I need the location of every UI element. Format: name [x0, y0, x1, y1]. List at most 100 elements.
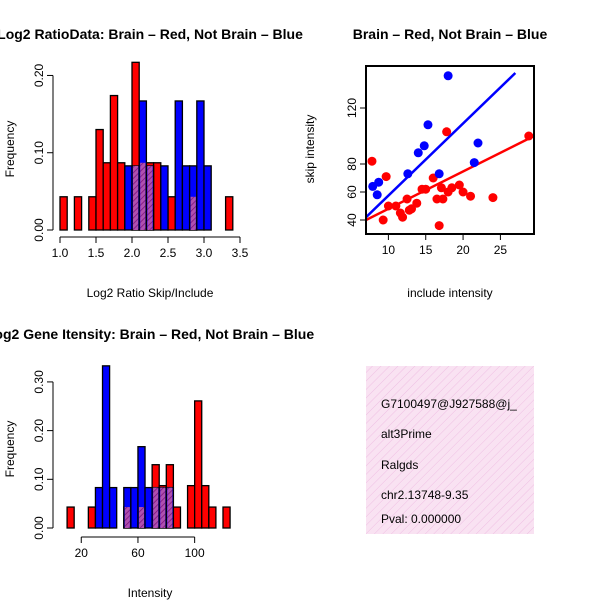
brain-bar: [186, 484, 196, 529]
brain-bar: [152, 162, 162, 231]
not-brain-point: [413, 148, 423, 158]
x-tick-label: 3.0: [196, 246, 213, 260]
scatter-title: Brain – Red, Not Brain – Blue: [353, 26, 548, 42]
intensity-histogram-axes: 20 60 100 0.00 0.10 0.20 0.30: [32, 370, 205, 560]
brain-bar: [172, 506, 182, 529]
overlap-bar: [124, 507, 130, 528]
y-tick-label: 80: [345, 157, 359, 171]
y-tick-label: 60: [345, 185, 359, 199]
brain-point: [458, 187, 468, 197]
ratio-histogram-xlabel: Log2 Ratio Skip/Include: [87, 286, 214, 300]
not-brain-bar: [130, 486, 139, 529]
brain-bar: [102, 162, 112, 231]
not-brain-bar: [144, 486, 153, 529]
y-tick-label: 40: [345, 213, 359, 227]
brain-bar: [73, 196, 83, 231]
y-tick-label: 120: [345, 98, 359, 118]
intensity-histogram-panel: Log2 Gene Itensity: Brain – Red, Not Bra…: [0, 326, 314, 600]
brain-bar: [116, 162, 126, 231]
x-tick-label: 1.5: [88, 246, 105, 260]
brain-point: [412, 198, 422, 208]
x-tick-label: 1.0: [52, 246, 69, 260]
brain-point: [402, 194, 412, 204]
overlap-bar: [133, 165, 139, 230]
intensity-histogram-ylabel: Frequency: [3, 421, 17, 478]
brain-point: [421, 184, 431, 194]
x-tick-label: 10: [382, 243, 396, 257]
overlap-bar: [160, 487, 166, 528]
event-id-text: G7100497@J927588@j_: [381, 397, 517, 411]
brain-bar: [109, 94, 119, 231]
not-brain-bar: [174, 100, 184, 231]
brain-point: [454, 180, 464, 190]
brain-bar: [88, 196, 97, 231]
brain-point: [524, 131, 534, 141]
y-tick-label: 0.20: [32, 63, 46, 87]
ratio-histogram-title: Log2 RatioData: Brain – Red, Not Brain –…: [0, 26, 303, 42]
brain-point: [436, 183, 446, 193]
scatter-xlabel: include intensity: [407, 286, 492, 300]
event-info-background: [366, 366, 534, 534]
y-tick-label: 0.10: [32, 141, 46, 165]
overlap-bar: [138, 507, 145, 528]
brain-point: [438, 194, 448, 204]
overlap-bar: [140, 162, 146, 230]
not-brain-point: [469, 158, 479, 168]
brain-point: [391, 201, 401, 211]
x-tick-label: 25: [494, 243, 508, 257]
intensity-histogram-bars: [66, 365, 231, 529]
x-tick-label: 15: [419, 243, 433, 257]
brain-point: [466, 191, 476, 201]
ratio-histogram-ylabel: Frequency: [3, 121, 17, 178]
overlap-bar: [167, 487, 173, 528]
scatter-ylabel: skip intensity: [303, 115, 317, 184]
brain-point: [398, 212, 408, 222]
x-tick-label: 2.5: [160, 246, 177, 260]
brain-point: [383, 201, 393, 211]
scatter-panel: Brain – Red, Not Brain – Blue 10 15 20 25 40…: [303, 26, 547, 300]
ratio-histogram-bars: [59, 61, 234, 231]
event-type-text: alt3Prime: [381, 427, 432, 441]
brain-bar: [95, 128, 104, 231]
y-tick-label: 0.00: [32, 218, 46, 242]
not-brain-bar: [101, 365, 111, 529]
brain-bar: [87, 506, 97, 529]
brain-point: [367, 156, 377, 166]
x-tick-label: 20: [456, 243, 470, 257]
brain-point: [442, 127, 452, 137]
brain-point: [434, 221, 444, 231]
brain-bar: [193, 400, 203, 529]
not-brain-point: [443, 71, 453, 81]
x-tick-label: 3.5: [232, 246, 249, 260]
not-brain-point: [434, 169, 444, 179]
not-brain-bar: [203, 165, 212, 231]
x-tick-label: 100: [185, 546, 205, 560]
not-brain-bar: [108, 486, 118, 529]
x-tick-label: 2.0: [124, 246, 141, 260]
y-tick-label: 0.10: [32, 467, 46, 491]
brain-bar: [208, 506, 217, 529]
location-text: chr2.13748-9.35: [381, 488, 469, 502]
scatter-axes: 10 15 20 25 40 60 80 120: [345, 65, 535, 257]
not-brain-bar: [196, 100, 205, 231]
not-brain-point: [423, 120, 433, 130]
not-brain-point: [403, 169, 413, 179]
not-brain-bar: [124, 165, 133, 231]
overlap-bar: [190, 196, 196, 230]
event-info-panel: G7100497@J927588@j_ alt3Prime Ralgds chr…: [366, 366, 534, 534]
scatter-points: [366, 71, 534, 231]
y-tick-label: 0.20: [32, 419, 46, 443]
brain-bar: [59, 196, 68, 231]
not-brain-fit-line: [366, 72, 517, 219]
brain-bar: [66, 506, 75, 529]
intensity-histogram-xlabel: Intensity: [128, 586, 173, 600]
pval-text: Pval: 0.000000: [381, 512, 461, 526]
brain-bar: [201, 484, 210, 529]
y-tick-label: 0.30: [32, 370, 46, 394]
y-tick-label: 0.00: [32, 516, 46, 540]
ratio-histogram-axes: 1.0 1.5 2.0 2.5 3.0 3.5 0.00 0.10 0.20: [32, 63, 249, 260]
brain-point: [381, 172, 391, 182]
scatter-plot-frame: [365, 65, 535, 235]
brain-bar: [167, 196, 176, 231]
not-brain-bar: [160, 165, 169, 231]
